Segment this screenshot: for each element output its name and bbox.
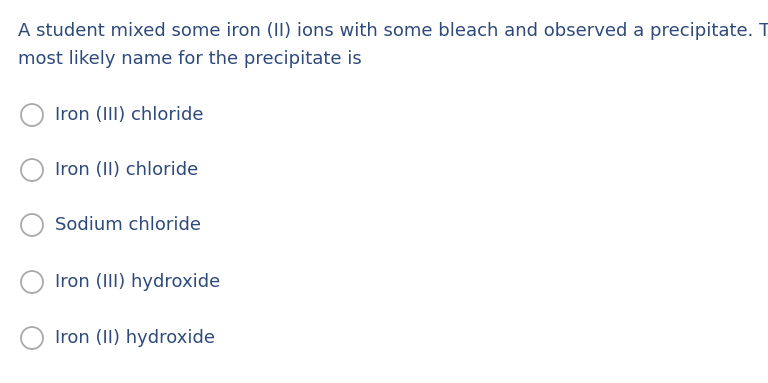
- Text: Iron (III) chloride: Iron (III) chloride: [55, 106, 204, 124]
- Text: Sodium chloride: Sodium chloride: [55, 216, 201, 234]
- Text: Iron (II) chloride: Iron (II) chloride: [55, 161, 198, 179]
- Text: most likely name for the precipitate is: most likely name for the precipitate is: [18, 50, 362, 68]
- Text: Iron (III) hydroxide: Iron (III) hydroxide: [55, 273, 220, 291]
- Text: Iron (II) hydroxide: Iron (II) hydroxide: [55, 329, 215, 347]
- Text: A student mixed some iron (II) ions with some bleach and observed a precipitate.: A student mixed some iron (II) ions with…: [18, 22, 768, 40]
